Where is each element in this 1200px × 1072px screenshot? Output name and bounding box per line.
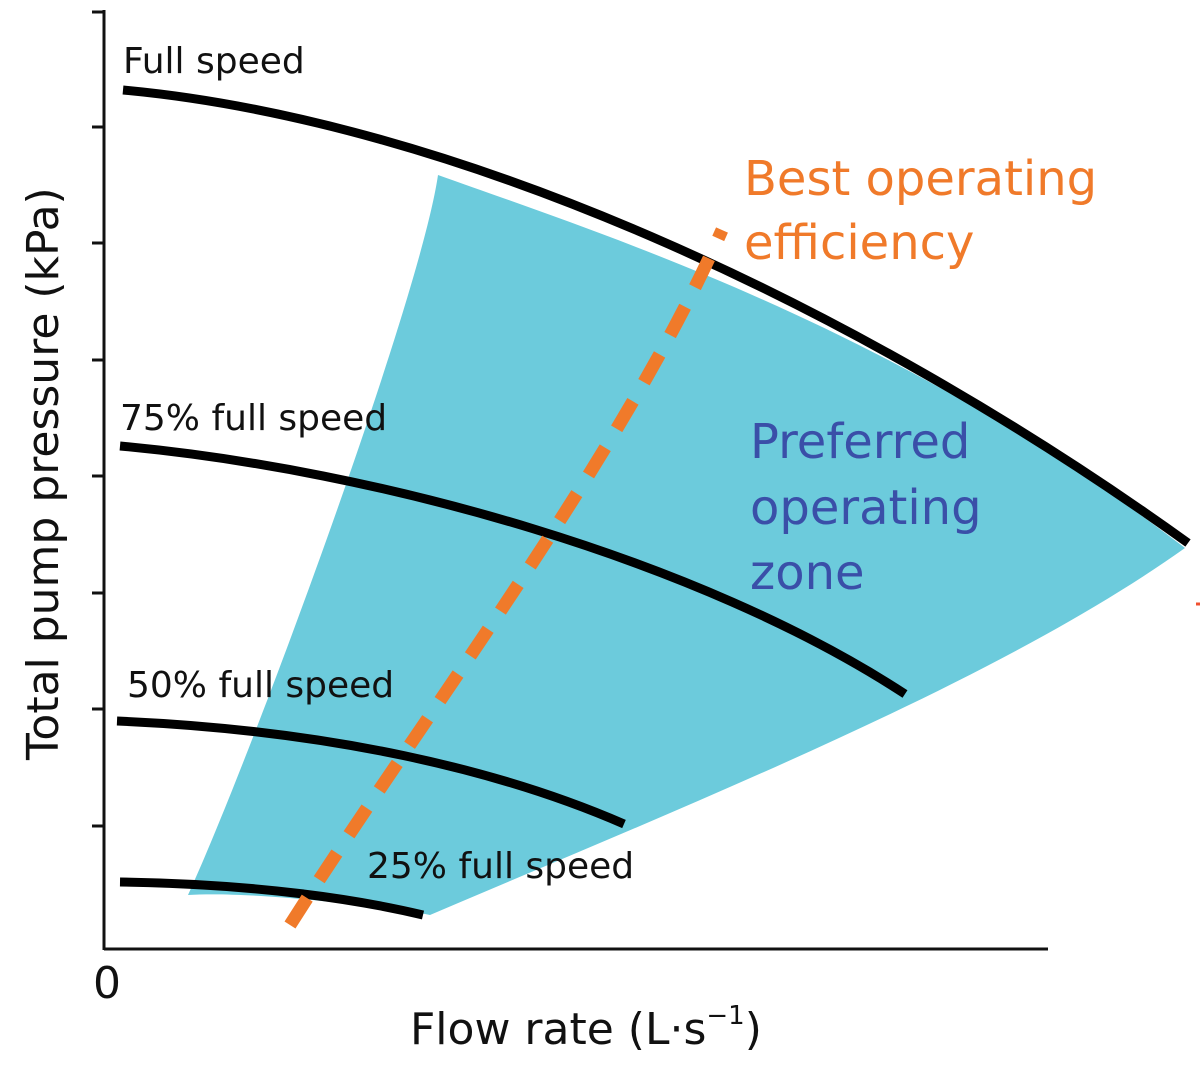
x-axis-label-main: Flow rate (L·s — [410, 1004, 706, 1055]
x-axis-label: Flow rate (L·s−1) — [410, 1001, 762, 1055]
label-50-speed: 50% full speed — [127, 665, 394, 706]
y-axis-ticks — [92, 10, 104, 828]
zone-label-line2: operating — [750, 480, 982, 536]
label-75-speed: 75% full speed — [120, 398, 387, 439]
curve-50-speed — [116, 716, 626, 829]
label-full-speed: Full speed — [123, 41, 305, 82]
label-25-speed: 25% full speed — [367, 846, 634, 887]
efficiency-label-line1: Best operating — [744, 151, 1097, 207]
efficiency-label-line2: efficiency — [744, 215, 974, 271]
preferred-operating-zone — [188, 175, 1185, 915]
zone-label-line1: Preferred — [750, 414, 970, 470]
y-axis-label: Total pump pressure (kPa) — [18, 187, 69, 761]
best-efficiency-line — [284, 227, 728, 929]
origin-label: 0 — [93, 958, 121, 1009]
curve-25-speed — [119, 877, 425, 920]
curve-full-speed — [122, 85, 1191, 547]
curve-75-speed — [119, 441, 908, 698]
zone-label-line3: zone — [750, 545, 865, 601]
x-axis-label-exponent: −1 — [706, 1001, 744, 1031]
x-axis-label-close: ) — [745, 1004, 762, 1055]
